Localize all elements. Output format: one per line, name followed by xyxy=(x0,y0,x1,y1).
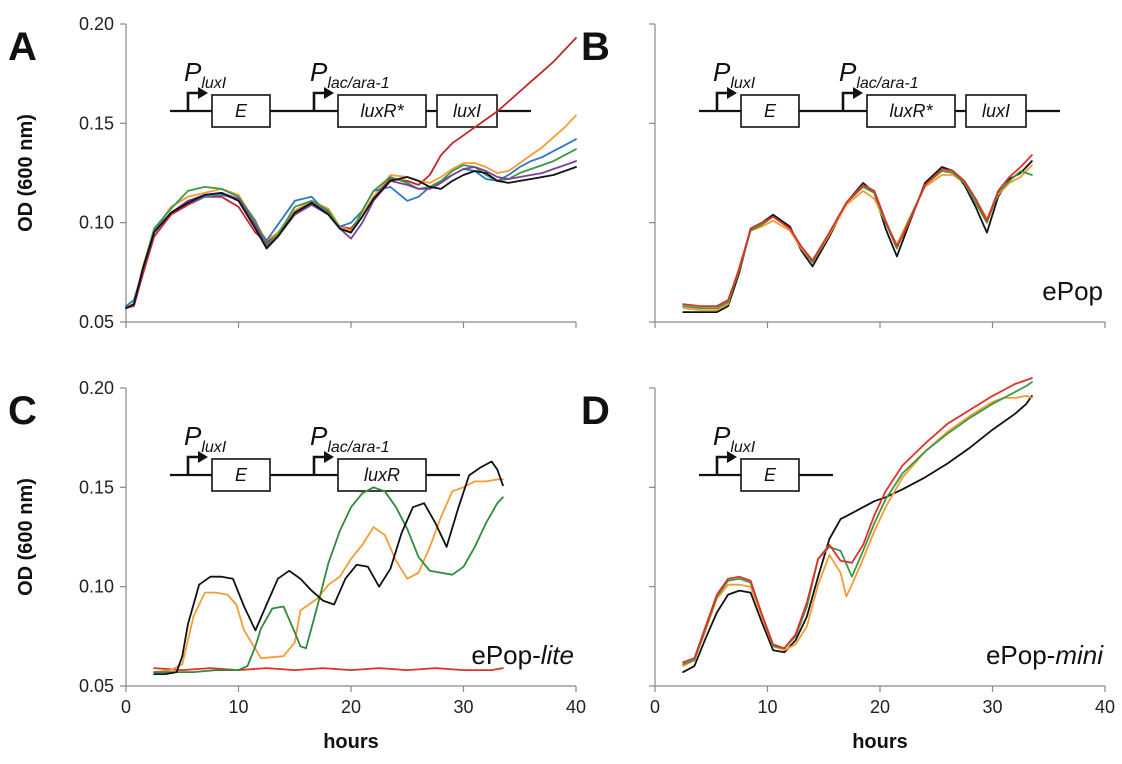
y-tick-label: 0.10 xyxy=(79,577,114,597)
panel-letter: A xyxy=(8,25,37,69)
arrowhead-icon xyxy=(727,451,737,463)
plot-area: 0 10 20 30 40 hours ePop-mini xyxy=(649,377,1115,753)
promoter-arrow-icon xyxy=(312,91,326,111)
x-tick-label: 40 xyxy=(1095,697,1115,717)
series-line-2 xyxy=(153,478,504,673)
strain-label: ePop-lite xyxy=(471,640,574,670)
x-tick-label: 0 xyxy=(650,697,660,717)
construct-diagram: PluxI Plac/ara-1 E luxR* luxI xyxy=(699,57,1060,128)
arrowhead-icon xyxy=(198,87,208,99)
gene-box-e xyxy=(211,458,271,492)
construct-diagram: PluxI Plac/ara-1 E luxR xyxy=(170,421,460,492)
promoter-arrow-icon xyxy=(312,455,326,475)
panel-letter: B xyxy=(581,25,610,69)
promoter-arrow-icon xyxy=(186,455,200,475)
gene-box-luxi xyxy=(965,94,1027,128)
strain-label: ePop-mini xyxy=(986,640,1104,670)
series-line-1 xyxy=(153,667,504,671)
y-tick-label: 0.05 xyxy=(79,312,114,332)
gene-box-luxr xyxy=(866,94,956,128)
strain-label: ePop xyxy=(1042,276,1103,306)
arrowhead-icon xyxy=(324,87,334,99)
panel-letter: D xyxy=(581,389,610,433)
gene-box-e xyxy=(740,94,800,128)
promoter-label-luxi: PluxI xyxy=(184,421,227,456)
y-tick-label: 0.15 xyxy=(79,477,114,497)
x-tick-label: 20 xyxy=(870,697,890,717)
y-tick-label: 0.10 xyxy=(79,213,114,233)
gene-label-luxi: luxI xyxy=(453,101,481,121)
construct-diagram: PluxI E xyxy=(699,421,833,492)
panel-a: A PluxI Plac/ara-1 E luxR* luxI 0.05 0.10 0.15… xyxy=(8,14,577,332)
gene-label-e: E xyxy=(764,465,777,485)
series-line-1 xyxy=(682,395,1033,673)
construct-diagram: PluxI Plac/ara-1 E luxR* luxI xyxy=(170,57,531,128)
arrowhead-icon xyxy=(727,87,737,99)
y-axis-title: OD (600 nm) xyxy=(15,478,37,596)
series-line-3 xyxy=(682,381,1033,665)
promoter-arrow-icon xyxy=(715,455,729,475)
promoter-label-luxi: PluxI xyxy=(184,57,227,92)
series-line-3 xyxy=(125,138,577,307)
series-line-6 xyxy=(125,166,577,309)
plot-area: ePop xyxy=(649,23,1106,328)
y-tick-label: 0.15 xyxy=(79,113,114,133)
arrowhead-icon xyxy=(198,451,208,463)
x-tick-label: 10 xyxy=(757,697,777,717)
plot-area: 0.05 0.10 0.15 0.20 OD (600 nm) xyxy=(15,14,577,332)
x-tick-label: 0 xyxy=(121,697,131,717)
series-line-2 xyxy=(125,114,577,309)
x-axis-title: hours xyxy=(323,731,379,753)
arrowhead-icon xyxy=(324,451,334,463)
x-tick-label: 20 xyxy=(341,697,361,717)
series-line-4 xyxy=(153,460,504,675)
gene-label-luxi: luxI xyxy=(982,101,1010,121)
gene-box-luxr xyxy=(337,458,427,492)
promoter-arrow-icon xyxy=(186,91,200,111)
x-tick-label: 30 xyxy=(982,697,1002,717)
x-axis-title: hours xyxy=(852,731,908,753)
y-tick-label: 0.20 xyxy=(79,378,114,398)
gene-box-luxr xyxy=(337,94,427,128)
gene-box-e xyxy=(211,94,271,128)
promoter-label-lac-ara-1: Plac/ara-1 xyxy=(310,421,390,456)
series-line-2 xyxy=(682,395,1033,667)
y-tick-label: 0.05 xyxy=(79,676,114,696)
promoter-label-lac-ara-1: Plac/ara-1 xyxy=(839,57,919,92)
arrowhead-icon xyxy=(853,87,863,99)
series-line-4 xyxy=(682,154,1033,307)
gene-box-e xyxy=(740,458,800,492)
x-tick-label: 10 xyxy=(228,697,248,717)
promoter-label-luxi: PluxI xyxy=(713,57,756,92)
gene-label-luxr: luxR* xyxy=(360,101,404,121)
y-axis-title: OD (600 nm) xyxy=(15,114,37,232)
y-tick-label: 0.20 xyxy=(79,14,114,34)
gene-label-e: E xyxy=(235,101,248,121)
series-line-1 xyxy=(682,160,1033,313)
promoter-arrow-icon xyxy=(841,91,855,111)
x-tick-label: 40 xyxy=(566,697,586,717)
gene-label-e: E xyxy=(764,101,777,121)
series-line-3 xyxy=(153,486,504,673)
panel-d: D PluxI E 0 10 20 30 40 hours ePop-mini xyxy=(581,377,1115,753)
plot-area: 0.05 0.10 0.15 0.20 0 10 20 30 40 OD (600 nm) hour… xyxy=(15,378,586,753)
panel-letter: C xyxy=(8,389,37,433)
panel-b: B PluxI Plac/ara-1 E luxR* luxI ePop xyxy=(581,23,1106,328)
promoter-label-luxi: PluxI xyxy=(713,421,756,456)
gene-label-luxr: luxR xyxy=(364,465,400,485)
gene-box-luxi xyxy=(436,94,498,128)
promoter-label-lac-ara-1: Plac/ara-1 xyxy=(310,57,390,92)
series-line-2 xyxy=(682,164,1033,311)
series-line-4 xyxy=(682,377,1033,664)
gene-label-e: E xyxy=(235,465,248,485)
gene-label-luxr: luxR* xyxy=(889,101,933,121)
panel-c: C PluxI Plac/ara-1E luxR 0.050.100.150.200… xyxy=(8,378,586,753)
x-tick-label: 30 xyxy=(453,697,473,717)
promoter-arrow-icon xyxy=(715,91,729,111)
